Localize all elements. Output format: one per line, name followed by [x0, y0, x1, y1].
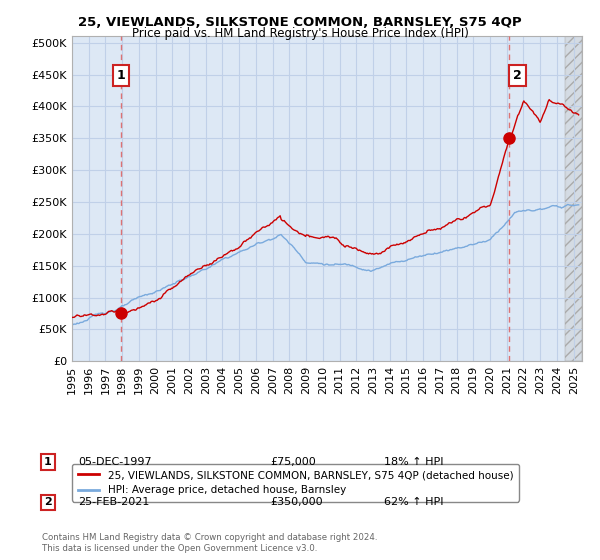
- Bar: [565, 36, 582, 361]
- Text: 2: 2: [513, 69, 522, 82]
- Text: 25, VIEWLANDS, SILKSTONE COMMON, BARNSLEY, S75 4QP: 25, VIEWLANDS, SILKSTONE COMMON, BARNSLE…: [78, 16, 522, 29]
- Text: £350,000: £350,000: [270, 497, 323, 507]
- Bar: [565, 36, 582, 361]
- Text: 25-FEB-2021: 25-FEB-2021: [78, 497, 149, 507]
- Text: 05-DEC-1997: 05-DEC-1997: [78, 457, 152, 467]
- Legend: 25, VIEWLANDS, SILKSTONE COMMON, BARNSLEY, S75 4QP (detached house), HPI: Averag: 25, VIEWLANDS, SILKSTONE COMMON, BARNSLE…: [72, 464, 520, 502]
- Text: 1: 1: [116, 69, 125, 82]
- Text: 18% ↑ HPI: 18% ↑ HPI: [384, 457, 443, 467]
- Text: Price paid vs. HM Land Registry's House Price Index (HPI): Price paid vs. HM Land Registry's House …: [131, 27, 469, 40]
- Text: 62% ↑ HPI: 62% ↑ HPI: [384, 497, 443, 507]
- Text: £75,000: £75,000: [270, 457, 316, 467]
- Text: 1: 1: [44, 457, 52, 467]
- Text: Contains HM Land Registry data © Crown copyright and database right 2024.
This d: Contains HM Land Registry data © Crown c…: [42, 533, 377, 553]
- Text: 2: 2: [44, 497, 52, 507]
